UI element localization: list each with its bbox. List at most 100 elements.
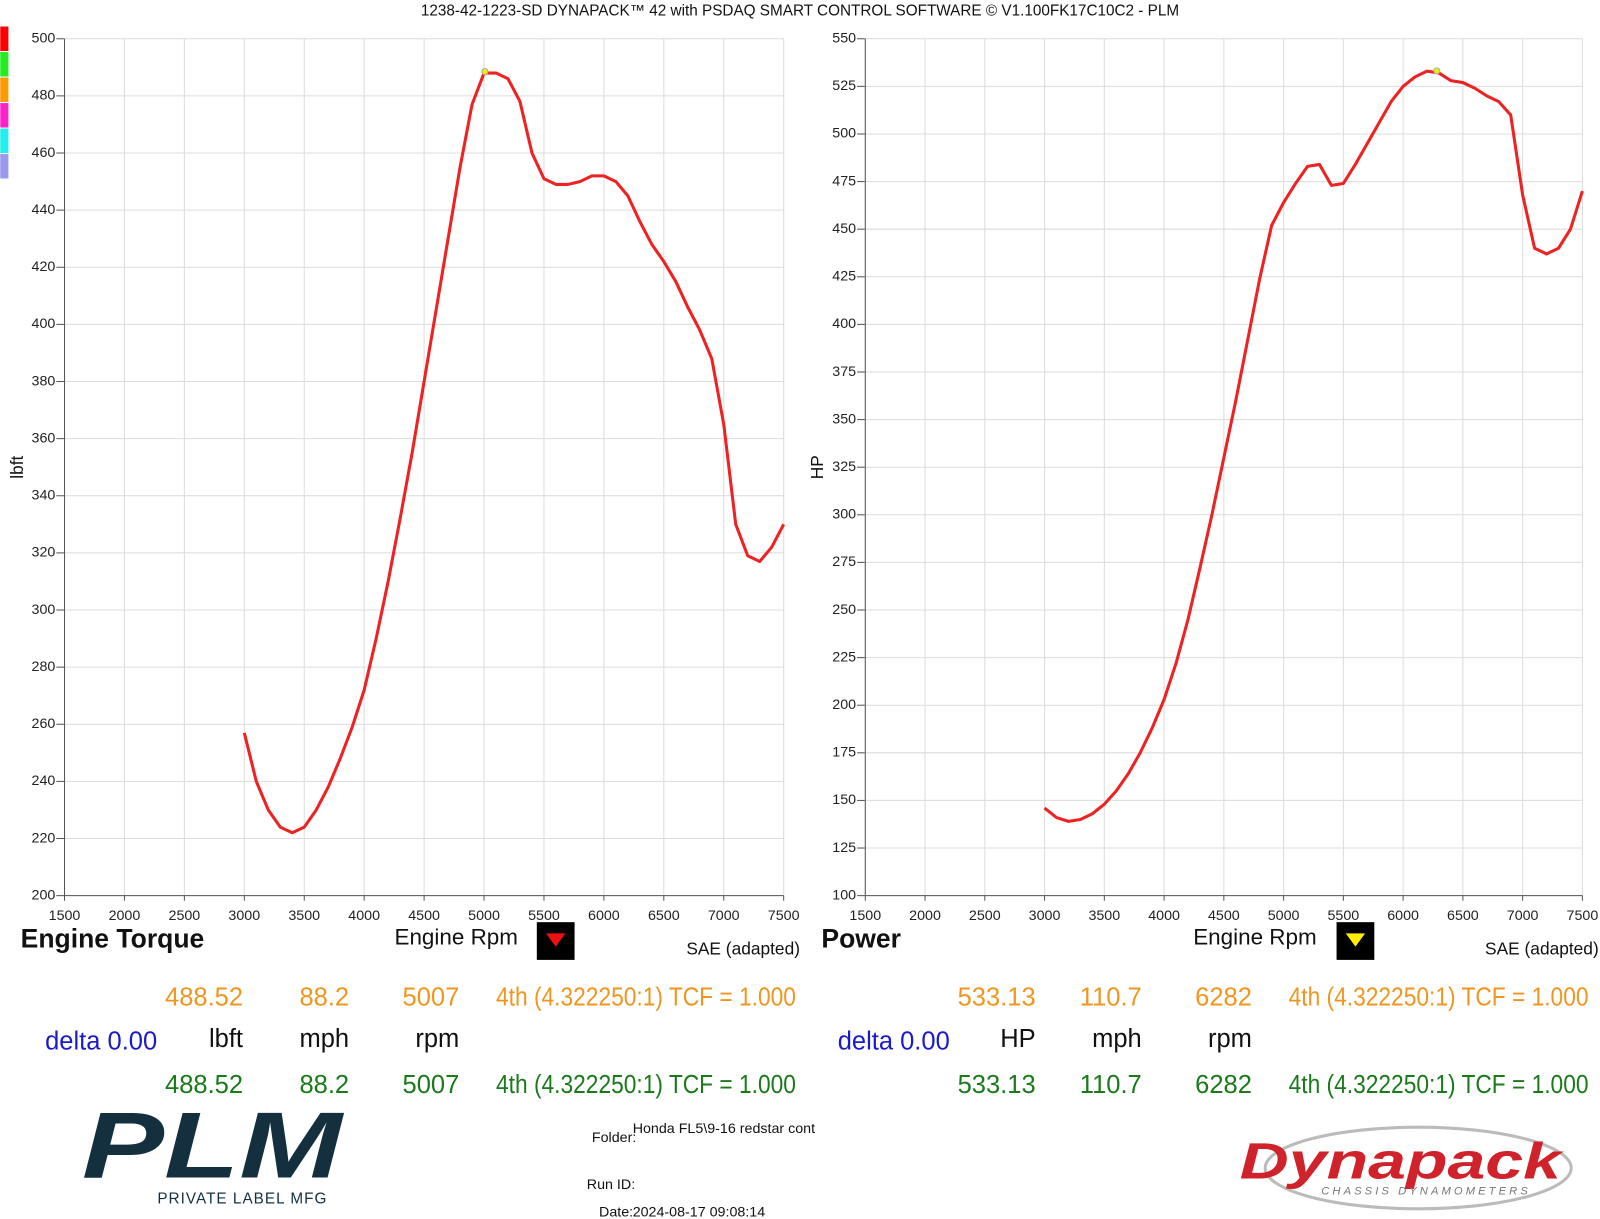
x-tick-label: 5500 [528,908,560,924]
y-tick-label: 450 [832,221,856,237]
readout-speed: 88.2 [299,1071,349,1099]
readout-value: 488.52 [165,983,243,1011]
unit: lbft [209,1025,243,1053]
y-tick-label: 525 [832,78,856,94]
x-tick-label: 2500 [969,908,1001,924]
unit: rpm [1208,1025,1252,1053]
readout-value: 533.13 [958,983,1036,1011]
x-tick-label: 3500 [288,908,320,924]
y-tick-label: 300 [32,602,56,618]
x-tick-label: 2000 [909,908,941,924]
y-tick-label: 480 [32,88,56,104]
y-tick-label: 175 [832,745,856,761]
x-axis-label: Engine Rpm [1193,924,1316,949]
cursor-icon [1345,933,1366,947]
y-tick-label: 300 [832,507,856,523]
swatch [0,103,9,128]
y-tick-label: 240 [32,773,56,789]
y-axis-label: HP [807,455,827,479]
readout-gear: 4th (4.322250:1) TCF = 1.000 [1289,983,1589,1011]
x-tick-label: 4000 [348,908,380,924]
y-tick-label: 260 [32,716,56,732]
cursor-marker [1433,67,1441,75]
note: SAE (adapted) [686,938,800,958]
y-tick-label: 275 [832,554,856,570]
unit: mph [300,1025,350,1053]
y-tick-label: 420 [32,259,56,275]
y-tick-label: 225 [832,649,856,665]
y-tick-label: 500 [32,31,56,47]
delta: delta 0.00 [45,1027,157,1055]
swatch [0,77,9,103]
chart-title: Engine Torque [21,924,205,954]
unit: mph [1092,1025,1142,1053]
x-tick-label: 1500 [849,908,881,924]
swatch [0,26,9,52]
header-title: 1238-42-1223-SD DYNAPACK™ 42 with PSDAQ … [421,2,1179,19]
x-tick-label: 3500 [1088,908,1120,924]
readout-rpm: 5007 [403,983,460,1011]
x-tick-label: 6000 [1387,908,1419,924]
cursor-icon [545,933,566,947]
y-tick-label: 150 [832,792,856,808]
y-tick-label: 440 [32,202,56,218]
readout-gear: 4th (4.322250:1) TCF = 1.000 [496,1071,796,1099]
x-tick-label: 7000 [708,908,740,924]
y-tick-label: 250 [832,602,856,618]
x-tick-label: 4500 [1208,908,1240,924]
readout-value: 488.52 [165,1071,243,1099]
x-tick-label: 6000 [588,908,620,924]
readout-speed: 110.7 [1080,1071,1142,1099]
y-tick-label: 475 [832,173,856,189]
readout-rpm: 6282 [1195,983,1252,1011]
y-tick-label: 550 [832,31,856,47]
x-tick-label: 4500 [408,908,440,924]
cursor-marker [481,67,489,76]
y-tick-label: 500 [832,126,856,142]
plm-logo: PLM [82,1092,345,1197]
swatch [0,154,9,179]
readout-value: 533.13 [958,1071,1036,1099]
x-tick-label: 1500 [49,908,81,924]
swatch [0,128,9,154]
x-tick-label: 2500 [169,908,201,924]
y-tick-label: 320 [32,545,56,561]
x-tick-label: 3000 [1029,908,1061,924]
y-tick-label: 360 [32,430,56,446]
readout-rpm: 6282 [1195,1071,1252,1099]
y-tick-label: 425 [832,269,856,285]
run-id-label: Run ID: [587,1177,635,1193]
x-tick-label: 5000 [468,908,500,924]
y-tick-label: 460 [32,145,56,161]
unit: rpm [415,1025,459,1053]
y-tick-label: 375 [832,364,856,380]
y-tick-label: 400 [832,316,856,332]
curve [242,71,786,835]
x-tick-label: 3000 [228,908,260,924]
y-tick-label: 200 [32,887,56,903]
folder: Honda FL5\9-16 redstar cont [633,1121,815,1137]
color-strip [0,26,9,179]
x-tick-label: 6500 [648,908,680,924]
date: 2024-08-17 09:08:14 [633,1205,766,1219]
delta: delta 0.00 [838,1027,950,1055]
x-tick-label: 4000 [1148,908,1180,924]
x-tick-label: 5500 [1327,908,1359,924]
x-tick-label: 5000 [1268,908,1300,924]
y-tick-label: 325 [832,459,856,475]
curve [1043,69,1584,823]
y-tick-label: 280 [32,659,56,675]
y-tick-label: 400 [32,316,56,332]
x-tick-label: 7500 [1567,908,1599,924]
readout-rpm: 5007 [403,1071,460,1099]
y-tick-label: 100 [832,887,856,903]
y-tick-label: 200 [832,697,856,713]
readout-speed: 88.2 [299,983,349,1011]
readout-speed: 110.7 [1080,983,1142,1011]
x-tick-label: 6500 [1447,908,1479,924]
plm-subtitle: PRIVATE LABEL MFG [157,1191,327,1208]
chart-title: Power [821,924,901,954]
dynapack-subtitle: CHASSIS DYNAMOMETERS [1321,1185,1531,1197]
folder-label: Folder: [592,1130,636,1146]
